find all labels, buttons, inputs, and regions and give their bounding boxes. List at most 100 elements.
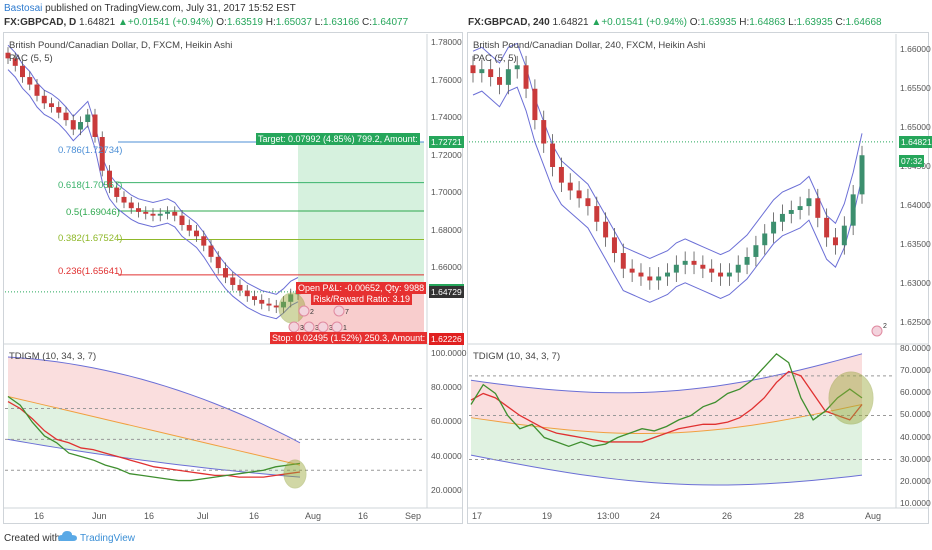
right-candle: [567, 182, 573, 191]
axis-tick-label: 1.66000: [431, 262, 462, 273]
left-candle: [63, 112, 69, 121]
right-candle: [841, 225, 847, 246]
left-symbol[interactable]: FX:GBPCAD, D: [4, 17, 77, 28]
price-tag: 07:32: [899, 154, 925, 167]
left-candle: [85, 114, 91, 123]
left-osc-lower-area: [8, 396, 300, 478]
right-l-label: L:: [788, 17, 797, 28]
footer-created-with: Created with: [4, 533, 61, 544]
left-c-label: C:: [361, 17, 372, 28]
left-candle: [259, 299, 265, 304]
left-candle: [56, 107, 62, 113]
right-symbol[interactable]: FX:GBPCAD, 240: [468, 17, 550, 28]
left-candle: [41, 95, 47, 104]
left-candle: [157, 213, 163, 216]
target-box-label[interactable]: Target: 0.07992 (4.85%) 799.2, Amount:: [256, 133, 420, 145]
right-candle: [497, 77, 503, 85]
right-candle: [479, 69, 485, 74]
axis-tick-label: 1.76000: [431, 74, 462, 85]
left-candle: [107, 170, 112, 188]
right-candle: [629, 268, 635, 273]
left-candle: [34, 84, 40, 96]
right-candle: [753, 245, 759, 257]
axis-tick-label: 1.74000: [431, 112, 462, 123]
left-candle: [27, 77, 33, 85]
event-marker-count: 3: [315, 325, 319, 332]
left-candle: [215, 256, 221, 269]
author-link[interactable]: Bastosai: [4, 3, 43, 14]
right-candle: [859, 155, 865, 195]
left-indicator-label[interactable]: PAC (5, 5): [9, 53, 53, 64]
left-candle: [78, 122, 83, 130]
stop-box-label[interactable]: Stop: 0.02495 (1.52%) 250.3, Amount:: [270, 332, 428, 344]
publish-line: Bastosai published on TradingView.com, J…: [4, 3, 296, 14]
event-marker-count: 2: [310, 309, 314, 316]
right-candle: [638, 272, 644, 277]
left-candle: [223, 268, 228, 278]
right-candle: [673, 264, 679, 273]
time-axis-label: 24: [650, 511, 661, 521]
right-candle: [815, 198, 821, 218]
right-candle: [558, 166, 564, 183]
right-low: 1.63935: [796, 17, 833, 28]
axis-tick-label: 1.68000: [431, 224, 462, 235]
right-candle: [771, 221, 777, 234]
right-candle: [779, 213, 785, 222]
left-candle: [114, 187, 120, 197]
right-osc-highlight-circle: [828, 371, 874, 425]
right-candle: [514, 65, 520, 70]
left-low: 1.63166: [323, 17, 360, 28]
right-candle: [762, 233, 768, 246]
left-high: 1.65037: [275, 17, 312, 28]
right-close: 1.64668: [845, 17, 882, 28]
axis-tick-label: 1.78000: [431, 37, 462, 48]
left-candle: [273, 305, 279, 308]
right-osc-lower-area: [471, 404, 862, 485]
left-oscillator-title[interactable]: TDIGM (10, 34, 3, 7): [9, 351, 97, 362]
left-candle: [5, 52, 11, 59]
time-axis-label: Aug: [865, 511, 882, 521]
left-osc-upper-area: [8, 357, 300, 466]
event-marker: [333, 305, 345, 317]
right-candle: [806, 198, 812, 207]
axis-tick-label: 100.0000: [431, 347, 467, 358]
left-candle: [92, 114, 98, 137]
published-text: published on TradingView.com, July 31, 2…: [45, 3, 296, 14]
event-marker-count: 3: [300, 325, 304, 332]
left-candle: [150, 213, 156, 216]
right-candle: [850, 194, 856, 226]
footer-brand[interactable]: TradingView: [80, 533, 136, 544]
time-axis-label: Sep: [405, 511, 422, 521]
left-candle: [99, 137, 105, 171]
right-candle: [682, 260, 688, 265]
right-candle: [585, 198, 591, 207]
pac-upper-band: [7, 44, 299, 295]
right-oscillator-title[interactable]: TDIGM (10, 34, 3, 7): [473, 351, 561, 362]
right-candle: [832, 237, 838, 246]
open-pl-label: Open P&L: -0.00652, Qty: 9988: [296, 282, 427, 294]
left-candle: [143, 211, 149, 214]
right-candle: [603, 221, 609, 238]
axis-tick-label: 80.0000: [431, 381, 462, 392]
right-candle: [620, 253, 626, 269]
axis-tick-label: 1.65500: [900, 82, 931, 93]
left-chart-title: British Pound/Canadian Dollar, D, FXCM, …: [9, 40, 233, 51]
right-candle: [797, 206, 803, 211]
event-marker: [331, 321, 343, 333]
right-osc-upper-band: [470, 353, 863, 394]
left-close: 1.64077: [371, 17, 409, 28]
left-candle: [252, 296, 257, 300]
left-candle: [194, 230, 199, 237]
right-ticker-line: FX:GBPCAD, 240 1.64821 ▲+0.01541 (+0.94%…: [468, 17, 882, 28]
axis-tick-label: 1.70000: [431, 187, 462, 198]
axis-tick-label: 1.64000: [900, 200, 931, 211]
right-indicator-label[interactable]: PAC (5, 5): [473, 53, 517, 64]
right-event-marker: [871, 325, 883, 337]
tradingview-cloud-icon: [57, 529, 79, 548]
event-marker-count: 7: [345, 309, 349, 316]
time-axis-label: 19: [542, 511, 553, 521]
left-osc-series-0: [7, 401, 301, 478]
right-candle: [700, 264, 706, 269]
right-osc-lower-band: [470, 454, 863, 486]
